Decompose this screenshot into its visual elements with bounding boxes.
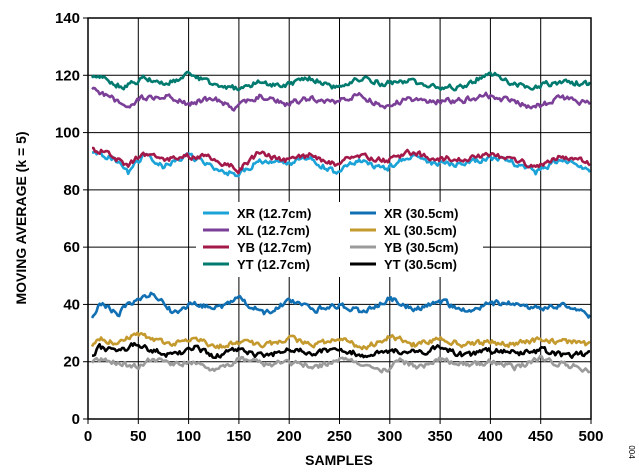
plot-frame bbox=[87, 17, 592, 420]
series-line-yt-30-5cm bbox=[91, 341, 590, 360]
x-tick-label: 50 bbox=[130, 428, 147, 445]
axes: 0 50 100 150 200 250 300 350 400 450 500 0 20 40 60 80 1… bbox=[55, 10, 604, 445]
series-line-xr-12-7cm bbox=[92, 150, 592, 178]
x-tick-label: 200 bbox=[277, 428, 302, 445]
y-tick-label: 20 bbox=[63, 354, 80, 371]
series-line-yb-12-7cm bbox=[92, 146, 591, 175]
legend-label: XL (30.5cm) bbox=[384, 223, 457, 238]
y-tick-label: 120 bbox=[55, 67, 80, 84]
x-axis-title: SAMPLES bbox=[305, 452, 373, 468]
legend-label: XR (30.5cm) bbox=[384, 206, 458, 221]
y-tick-label: 60 bbox=[63, 239, 80, 256]
x-tick-label: 300 bbox=[377, 428, 402, 445]
y-tick-label: 40 bbox=[63, 296, 80, 313]
x-tick-label: 150 bbox=[226, 428, 251, 445]
x-tick-label: 0 bbox=[84, 428, 92, 445]
x-tick-label: 250 bbox=[327, 428, 352, 445]
x-tick-label: 500 bbox=[578, 428, 603, 445]
y-tick-label: 140 bbox=[55, 10, 80, 27]
x-tick-label: 350 bbox=[428, 428, 453, 445]
y-tick-label: 0 bbox=[72, 411, 80, 428]
x-tick-label: 450 bbox=[528, 428, 553, 445]
series-line-yb-30-5cm bbox=[90, 354, 591, 374]
series-layer bbox=[90, 70, 592, 374]
series-line-xl-12-7cm bbox=[91, 86, 592, 112]
legend: XR (12.7cm) XL (12.7cm) YB (12.7cm) YT (12.… bbox=[196, 202, 483, 277]
x-tick-label: 400 bbox=[478, 428, 503, 445]
legend-label: XR (12.7cm) bbox=[237, 206, 311, 221]
y-tick-label: 80 bbox=[63, 182, 80, 199]
legend-label: YT (12.7cm) bbox=[237, 257, 310, 272]
series-line-xl-30-5cm bbox=[90, 331, 591, 351]
series-line-yt-12-7cm bbox=[90, 70, 592, 92]
legend-label: YB (12.7cm) bbox=[237, 240, 311, 255]
legend-label: XL (12.7cm) bbox=[237, 223, 310, 238]
y-tick-label: 100 bbox=[55, 125, 80, 142]
series-line-xr-30-5cm bbox=[90, 291, 592, 319]
y-axis-title: MOVING AVERAGE (k = 5) bbox=[13, 131, 29, 304]
legend-label: YT (30.5cm) bbox=[384, 257, 457, 272]
figure-code: 004 bbox=[627, 445, 636, 459]
x-tick-label: 100 bbox=[176, 428, 201, 445]
legend-background bbox=[196, 202, 483, 277]
legend-label: YB (30.5cm) bbox=[384, 240, 458, 255]
